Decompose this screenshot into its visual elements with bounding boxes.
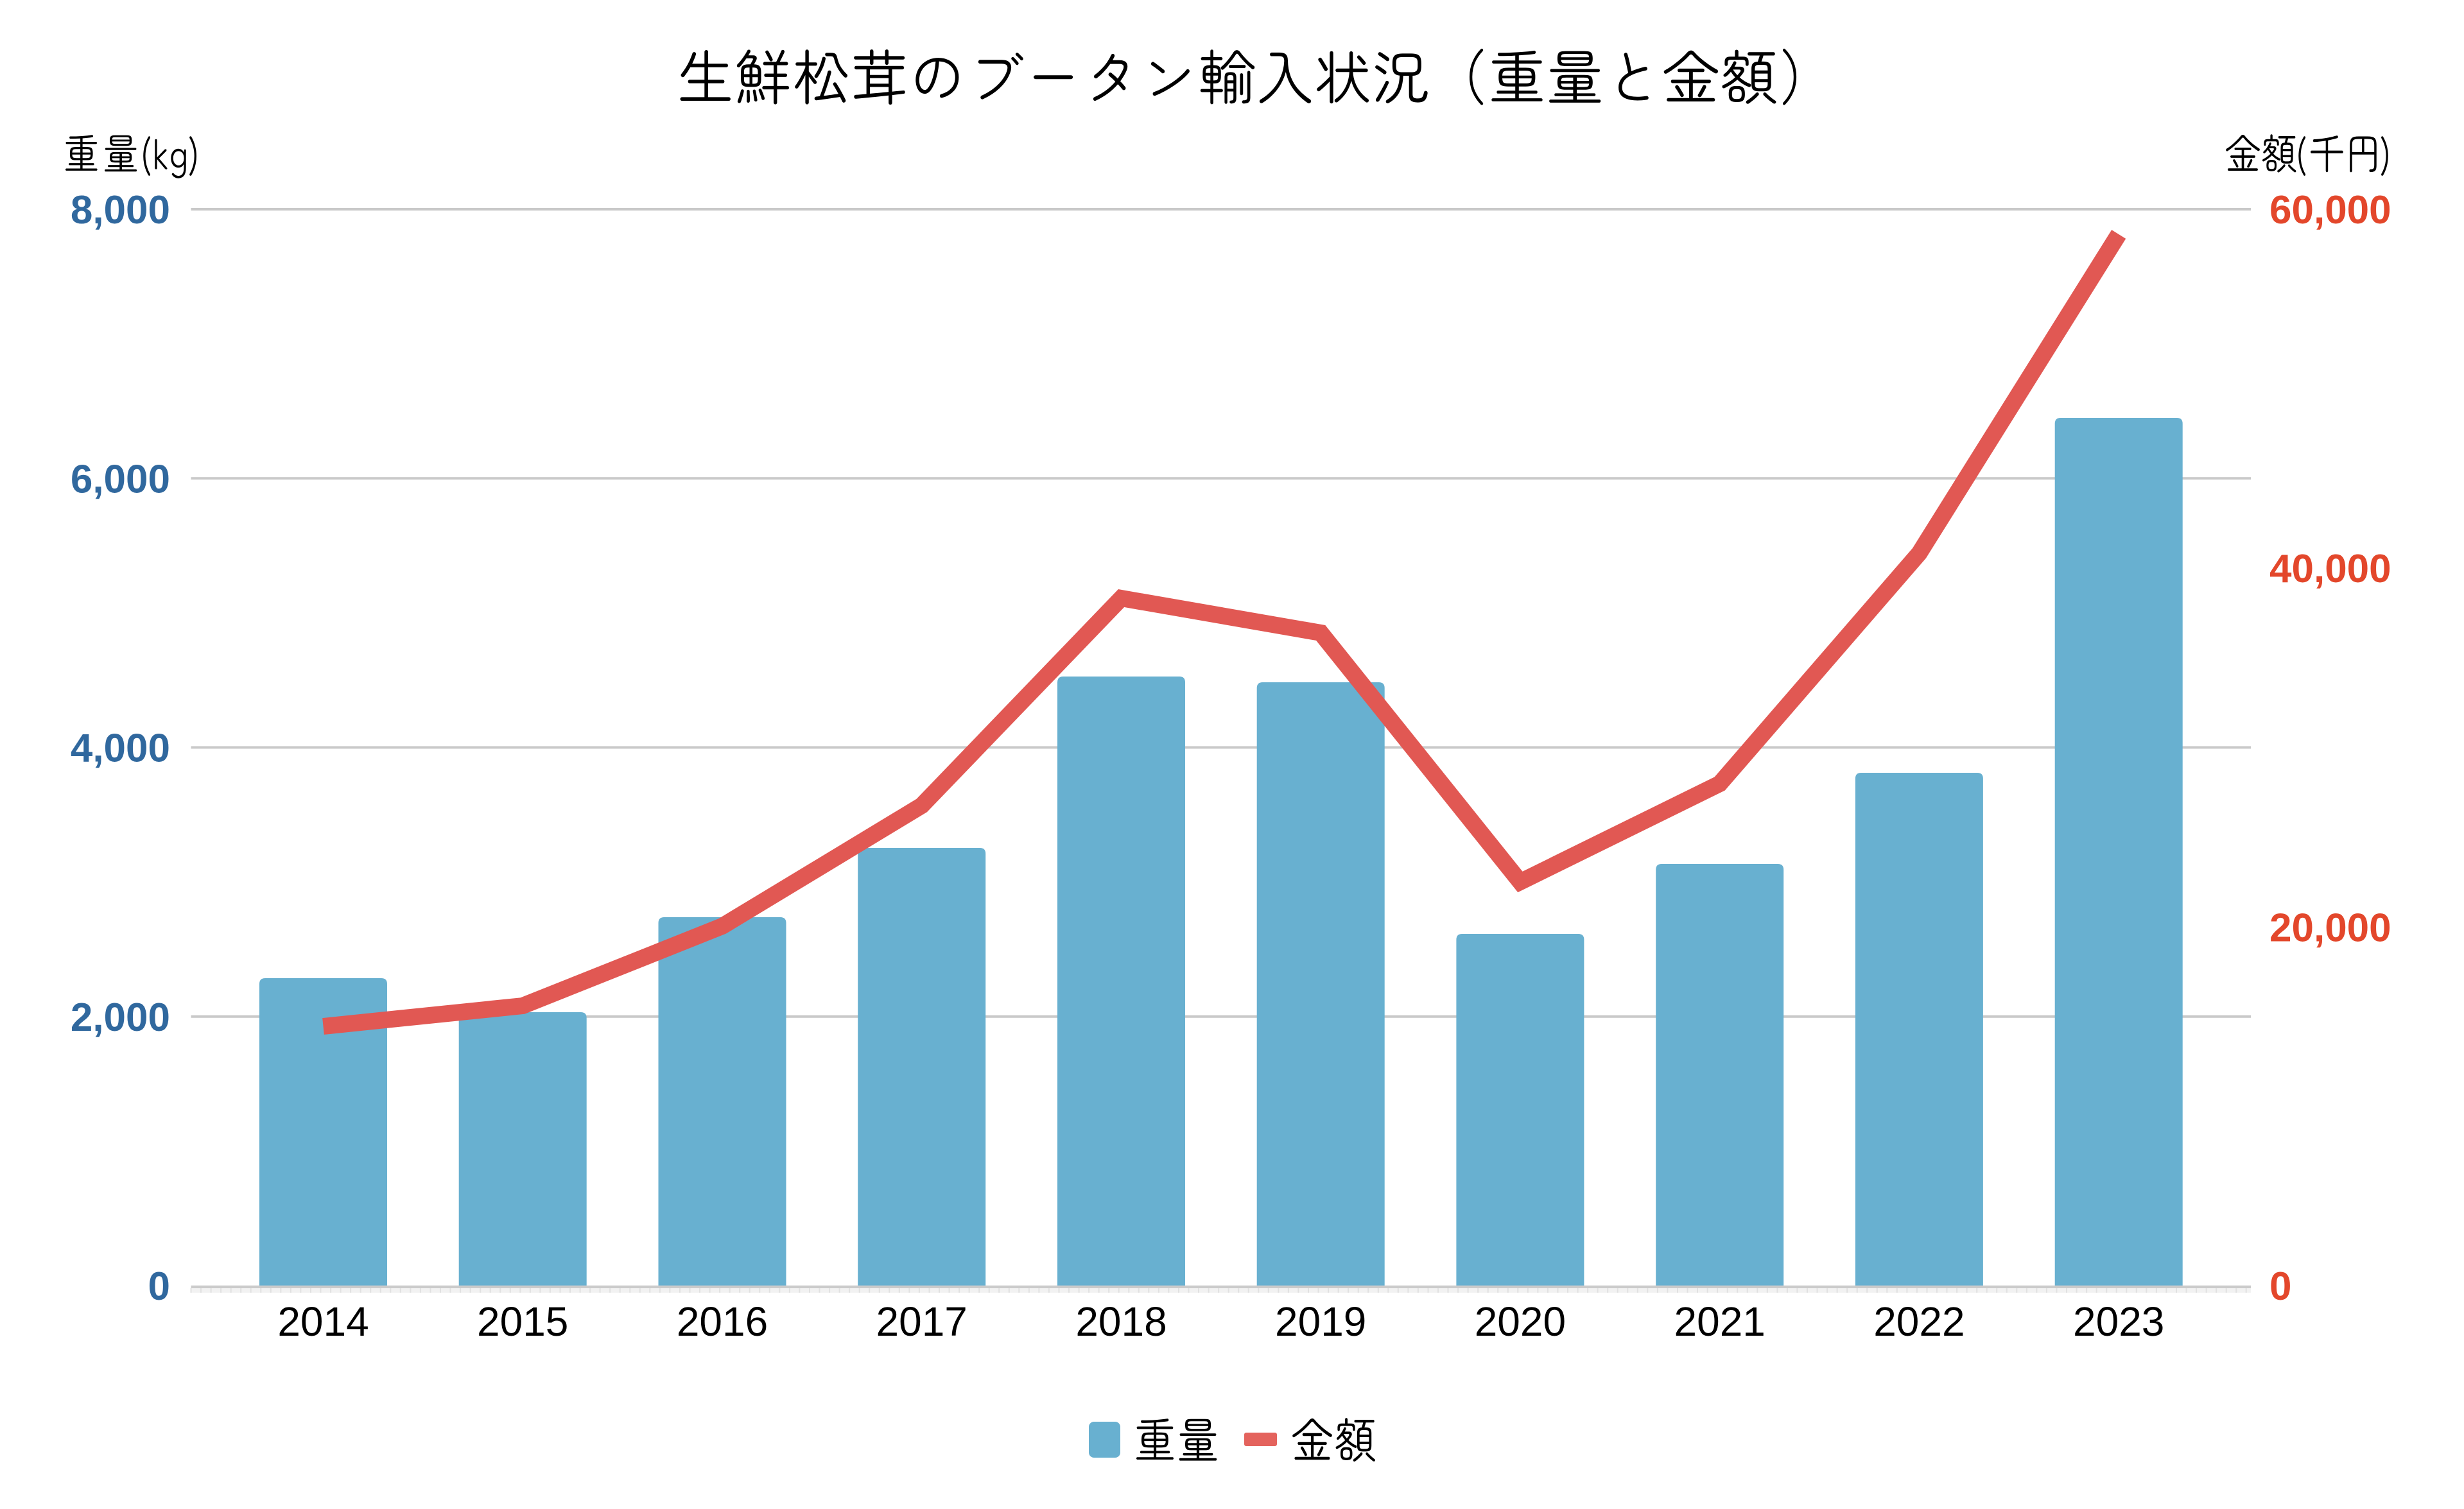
svg-text:2016: 2016 [677,1298,768,1345]
svg-text:2021: 2021 [1674,1298,1766,1345]
svg-text:2022: 2022 [1873,1298,1965,1345]
svg-text:2018: 2018 [1075,1298,1167,1345]
svg-text:40,000: 40,000 [2269,547,2391,591]
svg-text:4,000: 4,000 [71,727,170,771]
svg-text:2015: 2015 [477,1298,568,1345]
svg-text:2023: 2023 [2073,1298,2164,1345]
svg-text:8,000: 8,000 [71,188,170,232]
svg-text:2014: 2014 [277,1298,369,1345]
svg-text:2017: 2017 [876,1298,967,1345]
svg-text:6,000: 6,000 [71,457,170,501]
svg-text:0: 0 [148,1264,170,1309]
svg-text:60,000: 60,000 [2269,188,2391,232]
svg-text:0: 0 [2269,1264,2291,1309]
svg-text:2019: 2019 [1275,1298,1366,1345]
svg-text:2020: 2020 [1475,1298,1566,1345]
svg-text:20,000: 20,000 [2269,906,2391,950]
svg-text:2,000: 2,000 [71,996,170,1040]
